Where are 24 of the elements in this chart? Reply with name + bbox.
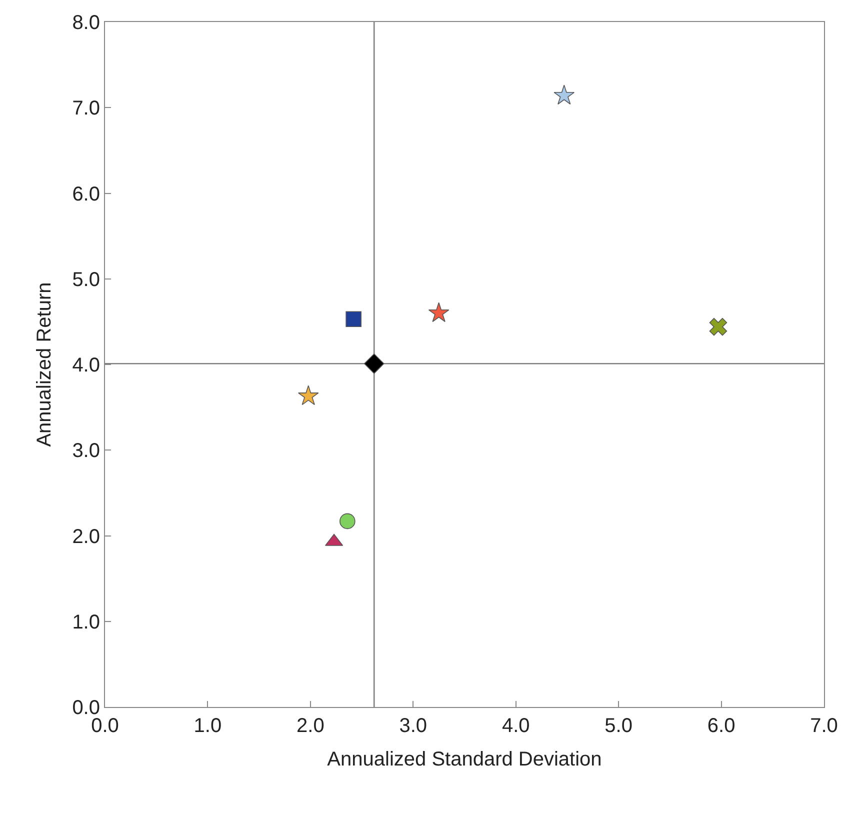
x-tick-label: 2.0 xyxy=(296,715,324,737)
x-tick-label: 4.0 xyxy=(502,715,530,737)
point xyxy=(298,385,319,406)
y-tick-label: 8.0 xyxy=(72,12,100,34)
x-tick-label: 7.0 xyxy=(810,715,838,737)
y-tick-label: 5.0 xyxy=(72,268,100,291)
y-tick-label: 1.0 xyxy=(72,611,100,634)
y-tick-label: 7.0 xyxy=(72,98,100,120)
x-tick-label: 5.0 xyxy=(604,715,632,737)
x-tick-label: 3.0 xyxy=(399,715,428,737)
point xyxy=(554,84,575,105)
x-tick-label: 6.0 xyxy=(707,715,736,737)
point xyxy=(340,513,356,530)
y-tick-label: 4.0 xyxy=(72,354,100,376)
x-axis-title: Annualized Standard Deviation xyxy=(327,748,602,770)
y-tick-label: 2.0 xyxy=(72,526,100,548)
point xyxy=(428,302,450,322)
y-tick-label: 3.0 xyxy=(72,440,100,462)
point xyxy=(346,311,362,328)
x-tick-label: 1.0 xyxy=(194,715,222,737)
y-tick-label: 6.0 xyxy=(72,183,100,206)
y-axis-title: Annualized Return xyxy=(34,282,56,447)
point xyxy=(709,318,728,336)
point xyxy=(364,353,384,374)
